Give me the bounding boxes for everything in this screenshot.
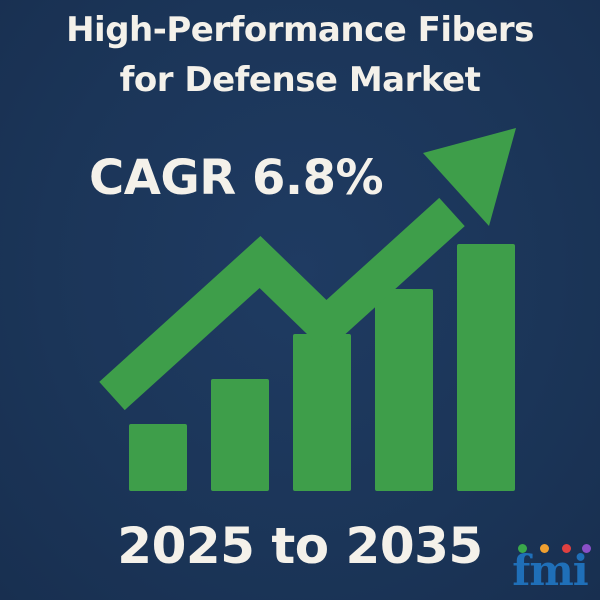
trend-line [99, 197, 465, 411]
bar-4 [375, 289, 433, 491]
logo-dot-2 [540, 544, 549, 553]
bar-3 [293, 334, 351, 491]
logo-dot-3 [562, 544, 571, 553]
bar-2 [211, 379, 269, 491]
cagr-label: CAGR 6.8% [89, 150, 384, 206]
trend-arrowhead [423, 128, 516, 226]
fmi-logo: fmi [504, 542, 596, 598]
title-line-2: for Defense Market [119, 60, 481, 100]
logo-dot-1 [518, 544, 527, 553]
period-label: 2025 to 2035 [117, 517, 483, 575]
bar-1 [129, 424, 187, 491]
logo-dot-4 [582, 544, 591, 553]
bar-5 [457, 244, 515, 491]
title-line-1: High-Performance Fibers [66, 10, 534, 50]
logo-text: fmi [512, 546, 588, 595]
